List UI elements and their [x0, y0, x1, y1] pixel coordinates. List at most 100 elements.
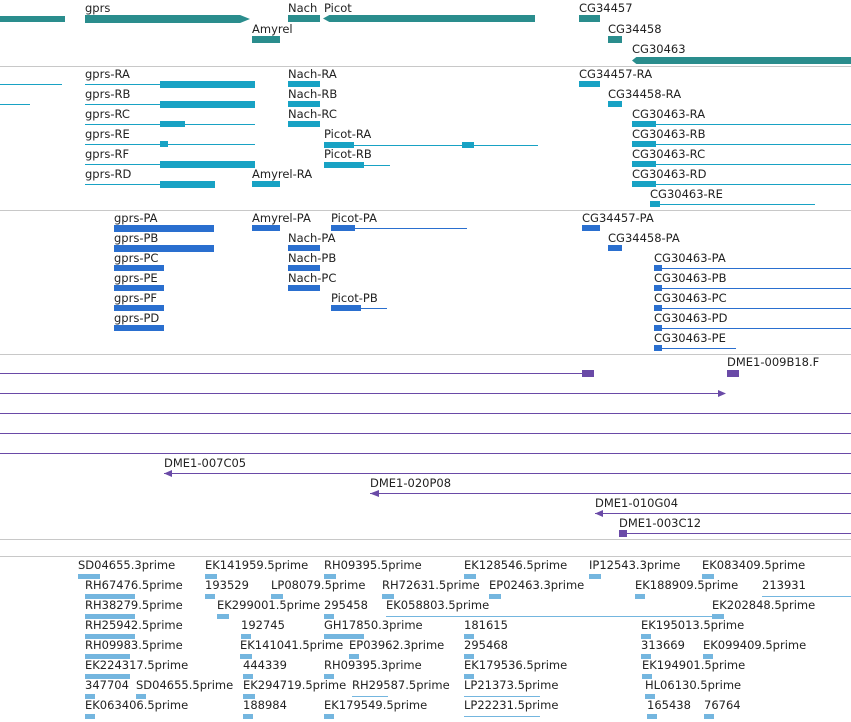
clone-dme1-003c12[interactable] [619, 533, 851, 534]
est-feature[interactable] [271, 594, 283, 599]
est-feature[interactable] [78, 574, 100, 579]
est-feature[interactable] [702, 574, 714, 579]
protein-nach-pa[interactable] [288, 245, 320, 251]
transcript-nach-ra[interactable] [288, 81, 320, 87]
est-feature[interactable] [464, 634, 474, 639]
est-feature[interactable] [324, 614, 334, 619]
transcript-picot-rb[interactable] [324, 162, 364, 168]
est-feature[interactable] [704, 714, 714, 719]
clone-dme1-020p08[interactable] [370, 493, 851, 494]
transcript-picot-ra[interactable] [324, 142, 354, 148]
est-feature[interactable] [464, 696, 540, 697]
transcript-amyrel-ra[interactable] [252, 181, 280, 187]
protein-nach-pb[interactable] [288, 265, 320, 271]
est-feature[interactable] [243, 694, 255, 699]
transcript-cg34458-ra[interactable] [608, 101, 622, 107]
est-feature[interactable] [464, 654, 474, 659]
est-feature[interactable] [240, 654, 252, 659]
clone-line[interactable] [0, 393, 722, 394]
transcript-gprs-ra[interactable] [160, 81, 255, 88]
est-feature[interactable] [352, 696, 388, 697]
gene-span-left[interactable] [0, 16, 65, 22]
protein-gprs-pf[interactable] [114, 305, 164, 311]
est-feature[interactable] [205, 594, 215, 599]
protein-gprs-pd[interactable] [114, 325, 164, 331]
est-feature[interactable] [85, 674, 130, 679]
est-feature[interactable] [464, 674, 474, 679]
transcript-gprs-re[interactable] [160, 141, 168, 147]
protein-cg30463-pc[interactable] [654, 305, 662, 311]
est-feature[interactable] [635, 594, 645, 599]
transcript-picot-ra-exon[interactable] [462, 142, 474, 148]
est-feature[interactable] [324, 574, 336, 579]
est-feature[interactable] [641, 654, 651, 659]
gene-cg34457[interactable] [579, 15, 600, 22]
est-feature[interactable] [464, 716, 540, 717]
transcript-cg34457-ra[interactable] [579, 81, 600, 87]
est-feature[interactable] [489, 594, 501, 599]
transcript-gprs-rc[interactable] [160, 121, 185, 127]
protein-cg30463-pe[interactable] [654, 345, 662, 351]
est-feature[interactable] [645, 694, 655, 699]
clone-line[interactable] [0, 373, 590, 374]
est-feature[interactable] [324, 714, 334, 719]
est-feature[interactable] [243, 714, 253, 719]
est-feature[interactable] [241, 634, 251, 639]
transcript-cg30463-rd[interactable] [632, 181, 656, 187]
est-feature[interactable] [324, 674, 334, 679]
est-feature[interactable] [589, 574, 601, 579]
est-feature[interactable] [382, 594, 394, 599]
est-feature[interactable] [217, 614, 229, 619]
est-feature[interactable] [85, 654, 130, 659]
clone-line[interactable] [0, 433, 851, 434]
est-feature[interactable] [641, 634, 651, 639]
gene-cg30463[interactable] [632, 57, 851, 64]
clone-line[interactable] [0, 453, 851, 454]
gene-amyrel[interactable] [252, 36, 280, 43]
clone-dme1-010g04[interactable] [595, 513, 851, 514]
est-feature[interactable] [762, 596, 851, 597]
gene-nach[interactable] [288, 15, 320, 22]
est-feature[interactable] [85, 714, 95, 719]
gene-picot[interactable] [323, 15, 535, 22]
protein-cg30463-pb[interactable] [654, 285, 662, 291]
est-feature[interactable] [85, 634, 135, 639]
gene-cg34458[interactable] [608, 36, 622, 43]
est-feature[interactable] [85, 694, 95, 699]
est-feature[interactable] [205, 574, 217, 579]
est-feature[interactable] [85, 614, 135, 619]
est-feature[interactable] [642, 674, 652, 679]
protein-nach-pc[interactable] [288, 285, 320, 291]
protein-picot-pa[interactable] [331, 225, 355, 231]
protein-gprs-pc[interactable] [114, 265, 164, 271]
clone-dme1-007c05[interactable] [164, 473, 851, 474]
est-feature[interactable] [712, 614, 724, 619]
est-feature[interactable] [647, 714, 657, 719]
clone-end[interactable] [582, 370, 594, 377]
transcript-cg30463-ra[interactable] [632, 121, 656, 127]
est-feature[interactable] [85, 594, 135, 599]
clone-line[interactable] [0, 413, 851, 414]
protein-cg30463-pa[interactable] [654, 265, 662, 271]
est-feature[interactable] [464, 574, 476, 579]
protein-cg34458-pa[interactable] [608, 245, 622, 251]
est-feature[interactable] [136, 694, 146, 699]
protein-picot-pb[interactable] [331, 305, 361, 311]
est-feature[interactable] [324, 634, 364, 639]
est-feature[interactable] [349, 654, 359, 659]
est-feature[interactable] [243, 674, 253, 679]
est-feature[interactable] [386, 616, 712, 617]
transcript-cg30463-rb[interactable] [632, 141, 656, 147]
est-feature[interactable] [703, 654, 713, 659]
transcript-cg30463-re[interactable] [650, 201, 660, 207]
protein-amyrel-pa[interactable] [252, 225, 280, 231]
protein-cg34457-pa[interactable] [582, 225, 600, 231]
gene-gprs[interactable] [85, 15, 250, 23]
clone-dme1-009b18[interactable] [727, 370, 739, 377]
transcript-nach-rc[interactable] [288, 121, 320, 127]
protein-gprs-pb[interactable] [114, 245, 214, 252]
protein-cg30463-pd[interactable] [654, 325, 662, 331]
transcript-gprs-rf[interactable] [160, 161, 255, 168]
transcript-cg30463-rc[interactable] [632, 161, 656, 167]
protein-gprs-pa[interactable] [114, 225, 214, 232]
